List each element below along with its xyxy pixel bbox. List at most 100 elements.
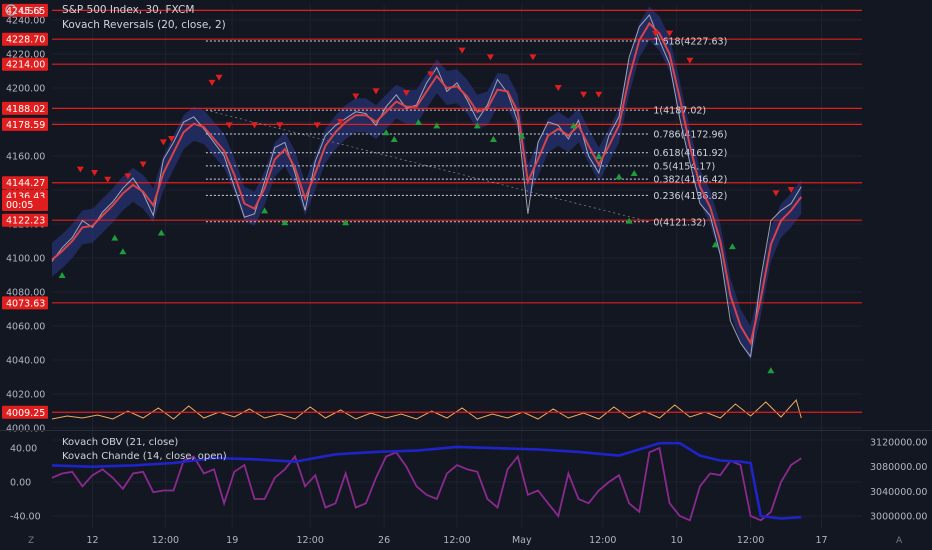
up-reversal-marker <box>281 219 289 226</box>
down-reversal-marker <box>91 170 99 176</box>
up-reversal-marker <box>433 122 441 129</box>
up-reversal-marker <box>518 132 526 139</box>
down-reversal-marker <box>772 190 780 197</box>
reversal-band <box>52 6 802 361</box>
price-level-labels: 4272.714245.654228.704214.004188.024178.… <box>2 3 48 419</box>
price-label-text: 4073.63 <box>6 298 45 309</box>
time-tick-label: 12:00 <box>443 535 470 546</box>
symbol-legend[interactable]: S&P 500 Index, 30, FXCM <box>62 4 194 16</box>
time-tick-label: 12:00 <box>737 535 764 546</box>
zoom-icon[interactable]: Z <box>28 536 34 546</box>
price-series <box>51 13 803 358</box>
down-reversal-marker <box>313 122 321 129</box>
price-tick-label: 4040.00 <box>6 356 45 367</box>
price-label-text: 4188.02 <box>6 104 45 115</box>
up-reversal-marker <box>728 243 736 250</box>
price-panel[interactable]: 1.618(4227.63) 1(4187.02) 0.786(4172.96) 0.… <box>2 0 862 528</box>
obv-tick-label: 3040000.00 <box>870 487 927 498</box>
up-reversal-marker <box>595 153 603 159</box>
down-reversal-marker <box>337 119 345 125</box>
price-tick-label: 4200.00 <box>6 84 45 95</box>
price-tick-label: 4160.00 <box>6 152 45 163</box>
price-tick-label: 4080.00 <box>6 288 45 299</box>
time-tick-label: 12:00 <box>589 535 616 546</box>
down-reversal-marker <box>124 173 132 180</box>
indicator-legend[interactable]: Kovach Reversals (20, close, 2) <box>62 19 226 31</box>
price-tick-label: 4060.00 <box>6 322 45 333</box>
price-label-box <box>2 57 48 71</box>
up-reversal-marker <box>415 119 423 125</box>
chande-tick-label: 0.00 <box>10 478 31 489</box>
up-reversal-marker <box>119 248 127 255</box>
reversal-ma-line <box>51 21 803 346</box>
oscillator-series <box>51 441 802 522</box>
up-reversal-marker <box>157 229 165 236</box>
price-label-box <box>2 197 48 211</box>
up-reversal-marker <box>630 170 638 176</box>
chande-tick-label: -40.00 <box>10 512 41 523</box>
up-reversal-marker <box>489 136 497 142</box>
up-reversal-marker <box>342 219 350 226</box>
price-tick-label: 4220.00 <box>6 50 45 61</box>
chande-line <box>51 446 802 522</box>
chande-legend[interactable]: Kovach Chande (14, close, open) <box>62 451 227 462</box>
down-reversal-marker <box>666 30 674 37</box>
chande-tick-label: 40.00 <box>10 444 37 455</box>
up-reversal-marker <box>625 217 633 224</box>
price-label-box <box>2 213 48 227</box>
down-reversal-marker <box>580 91 588 98</box>
chart-header: USD S&P 500 Index, 30, FXCM Kovach Rever… <box>5 4 226 31</box>
fib-level-label: 0.618(4161.92) <box>653 148 727 159</box>
fib-trend-line[interactable] <box>205 109 650 223</box>
price-label-text: 00:05 <box>6 200 33 211</box>
down-reversal-marker <box>139 161 147 168</box>
up-reversal-marker <box>569 122 577 129</box>
fib-level-label: 1(4187.02) <box>653 106 706 117</box>
auto-scale-icon[interactable]: A <box>896 536 903 546</box>
down-reversal-marker <box>352 93 360 100</box>
time-tick-label: 19 <box>226 535 238 546</box>
up-reversal-marker <box>473 122 481 129</box>
obv-tick-label: 3000000.00 <box>870 512 927 523</box>
obv-tick-label: 3120000.00 <box>870 438 927 449</box>
oscillator-grid <box>52 439 862 517</box>
time-tick-label: 12 <box>86 535 98 546</box>
obv-line <box>51 441 802 520</box>
time-axis[interactable]: 12 12:00 19 12:00 26 12:00 May 12:00 10 12:00 17 <box>86 535 827 546</box>
price-tick-label: 4000.00 <box>6 424 45 435</box>
up-reversal-marker <box>767 367 775 374</box>
volume-oscillator <box>51 398 802 420</box>
price-tick-label: 4020.00 <box>6 390 45 401</box>
fibonacci-retracement[interactable]: 1.618(4227.63) 1(4187.02) 0.786(4172.96) 0.… <box>205 37 727 229</box>
price-label-text: 4122.23 <box>6 216 45 227</box>
fib-level-label: 0.382(4146.42) <box>653 175 727 186</box>
price-label-box <box>2 296 48 310</box>
up-reversal-marker <box>261 207 269 214</box>
down-reversal-marker <box>208 79 216 86</box>
oscillator-panel[interactable]: 40.00 0.00 -40.00 3120000.00 3080000.00 30400… <box>10 437 927 523</box>
fib-level-label: 0.5(4154.17) <box>653 161 715 172</box>
down-reversal-marker <box>104 176 112 183</box>
up-reversal-marker <box>111 234 119 241</box>
price-label-box <box>2 101 48 115</box>
down-reversal-marker <box>427 71 435 78</box>
time-tick-label: 10 <box>671 535 683 546</box>
down-reversal-marker <box>686 57 694 64</box>
down-reversal-marker <box>529 54 537 61</box>
price-label-box <box>2 32 48 46</box>
fib-level-label: 0.786(4172.96) <box>653 129 727 140</box>
down-reversal-marker <box>458 47 466 54</box>
down-reversal-marker <box>276 122 284 129</box>
time-tick-label: 17 <box>815 535 827 546</box>
obv-legend[interactable]: Kovach OBV (21, close) <box>62 437 178 448</box>
volume-oscillator-line <box>51 398 802 420</box>
price-label-text: 4214.00 <box>6 60 45 71</box>
down-reversal-marker <box>372 88 380 95</box>
oscillator-axes[interactable]: 40.00 0.00 -40.00 3120000.00 3080000.00 30400… <box>10 438 927 523</box>
obv-tick-label: 3080000.00 <box>870 462 927 473</box>
price-label-box <box>2 117 48 131</box>
settings-icon[interactable] <box>5 4 17 16</box>
up-reversal-marker <box>390 136 398 142</box>
fib-level-label: 0(4121.32) <box>653 217 706 228</box>
